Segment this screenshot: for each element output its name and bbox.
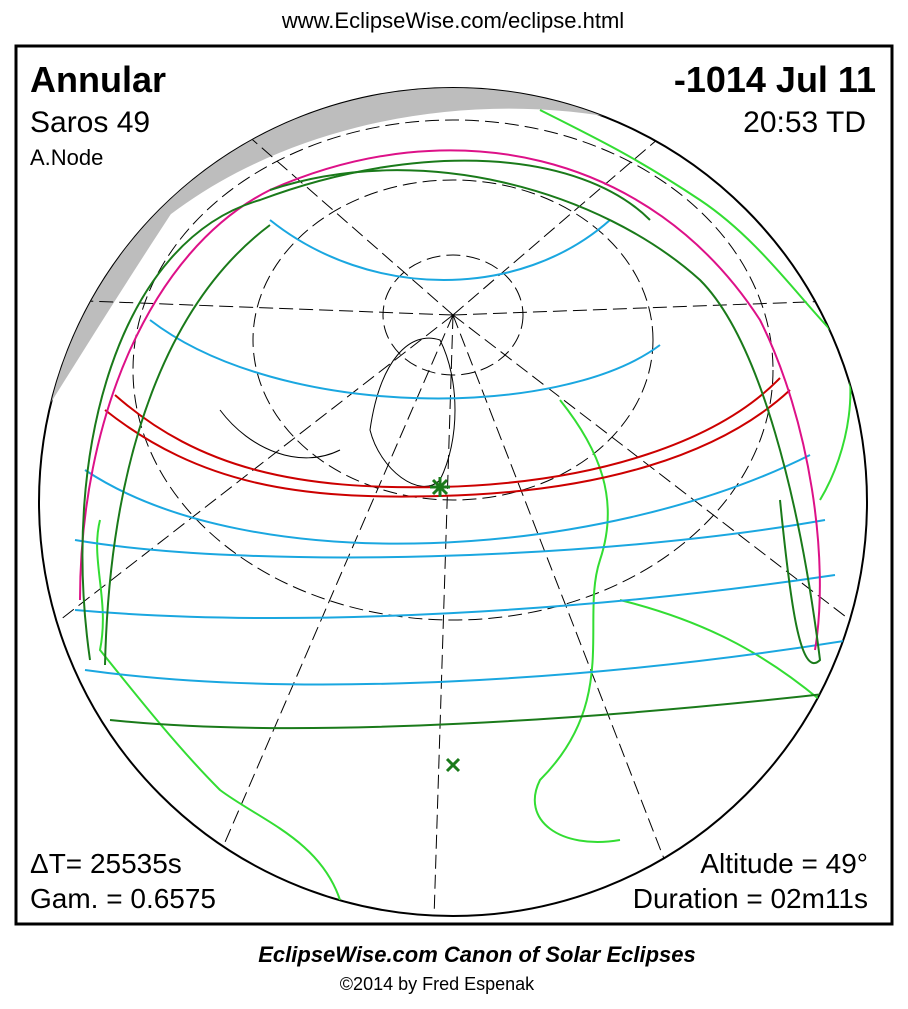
saros: Saros 49 [30,106,150,139]
date: -1014 Jul 11 [674,59,876,100]
penumbra-limit [81,159,861,730]
footer-title: EclipseWise.com Canon of Solar Eclipses [258,942,696,967]
gamma: Gam. = 0.6575 [30,883,216,914]
globe [38,87,868,917]
duration: Duration = 02m11s [633,883,868,914]
magnitude-line [74,219,851,686]
delta-t: ΔT= 25535s [30,848,182,879]
graticule [59,119,861,916]
greatest-eclipse [430,477,450,497]
time: 20:53 TD [743,106,866,139]
frame [14,44,894,926]
sub-solar-point [445,757,461,773]
altitude: Altitude = 49° [700,848,868,879]
node: A.Node [30,145,103,170]
copyright: ©2014 by Fred Espenak [340,974,535,994]
eclipse-type: Annular [30,59,166,100]
url: www.EclipseWise.com/eclipse.html [281,8,624,33]
rise-set-curve [79,149,821,651]
